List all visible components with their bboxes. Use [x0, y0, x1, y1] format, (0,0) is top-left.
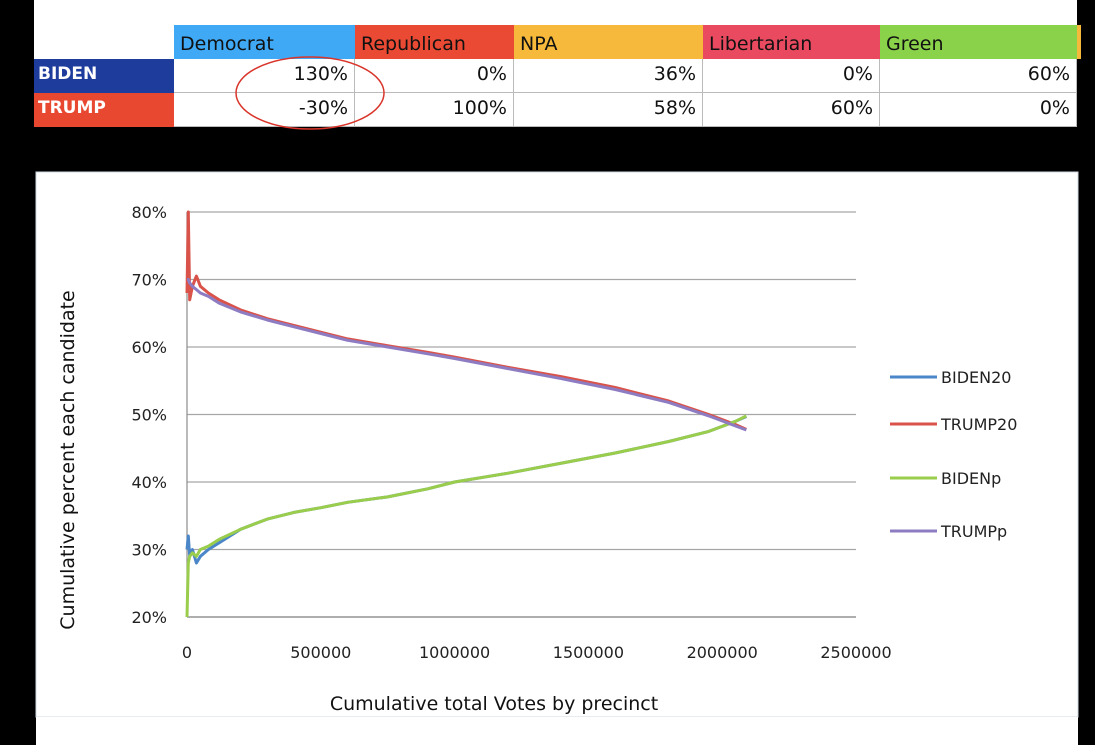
legend-label-bidenp: BIDENp — [941, 469, 1001, 488]
legend-label-trump20: TRUMP20 — [940, 415, 1017, 434]
y-tick-label: 50% — [131, 406, 167, 425]
y-tick-label: 80% — [131, 203, 167, 222]
sheet-top-strip — [34, 0, 1077, 25]
header-corner-cell — [34, 25, 174, 59]
x-tick-label: 2500000 — [820, 643, 891, 662]
chart-area — [35, 171, 1079, 718]
y-tick-label: 30% — [131, 541, 167, 560]
cell-trump-green[interactable]: 0% — [880, 93, 1077, 127]
series-line-bidenp — [185, 414, 747, 618]
party-header-republican[interactable]: Republican — [355, 25, 514, 59]
y-tick-label: 70% — [131, 271, 167, 290]
row-label-biden[interactable]: BIDEN — [34, 59, 174, 93]
x-tick-label: 1000000 — [419, 643, 490, 662]
legend-label-trumpp: TRUMPp — [940, 522, 1007, 541]
row-label-trump[interactable]: TRUMP — [34, 93, 174, 127]
cell-biden-green[interactable]: 60% — [880, 59, 1077, 93]
y-tick-label: 40% — [131, 473, 167, 492]
legend-label-biden20: BIDEN20 — [941, 368, 1011, 387]
x-tick-label: 1500000 — [553, 643, 624, 662]
cell-trump-npa[interactable]: 58% — [514, 93, 703, 127]
sheet-bottom-strip — [36, 717, 1078, 745]
cell-biden-republican[interactable]: 0% — [355, 59, 514, 93]
x-tick-label: 0 — [182, 643, 192, 662]
cell-trump-republican[interactable]: 100% — [355, 93, 514, 127]
y-tick-label: 20% — [131, 608, 167, 627]
party-header-libertarian[interactable]: Libertarian — [703, 25, 880, 59]
party-header-democrat[interactable]: Democrat — [174, 25, 355, 59]
x-axis-title: Cumulative total Votes by precinct — [330, 693, 658, 715]
highlight-circle — [235, 56, 385, 130]
x-tick-label: 2000000 — [687, 643, 758, 662]
cell-trump-democrat[interactable]: -30% — [174, 93, 355, 127]
x-tick-label: 500000 — [290, 643, 351, 662]
y-tick-label: 60% — [131, 338, 167, 357]
cell-biden-libertarian[interactable]: 0% — [703, 59, 880, 93]
party-header-green[interactable]: Green — [880, 25, 1077, 59]
y-axis-title: Cumulative percent each candidate — [57, 290, 79, 629]
next-column-edge — [1077, 25, 1081, 59]
cell-biden-npa[interactable]: 36% — [514, 59, 703, 93]
series-line-trumpp — [186, 278, 747, 432]
cell-trump-libertarian[interactable]: 60% — [703, 93, 880, 127]
party-header-npa[interactable]: NPA — [514, 25, 703, 59]
